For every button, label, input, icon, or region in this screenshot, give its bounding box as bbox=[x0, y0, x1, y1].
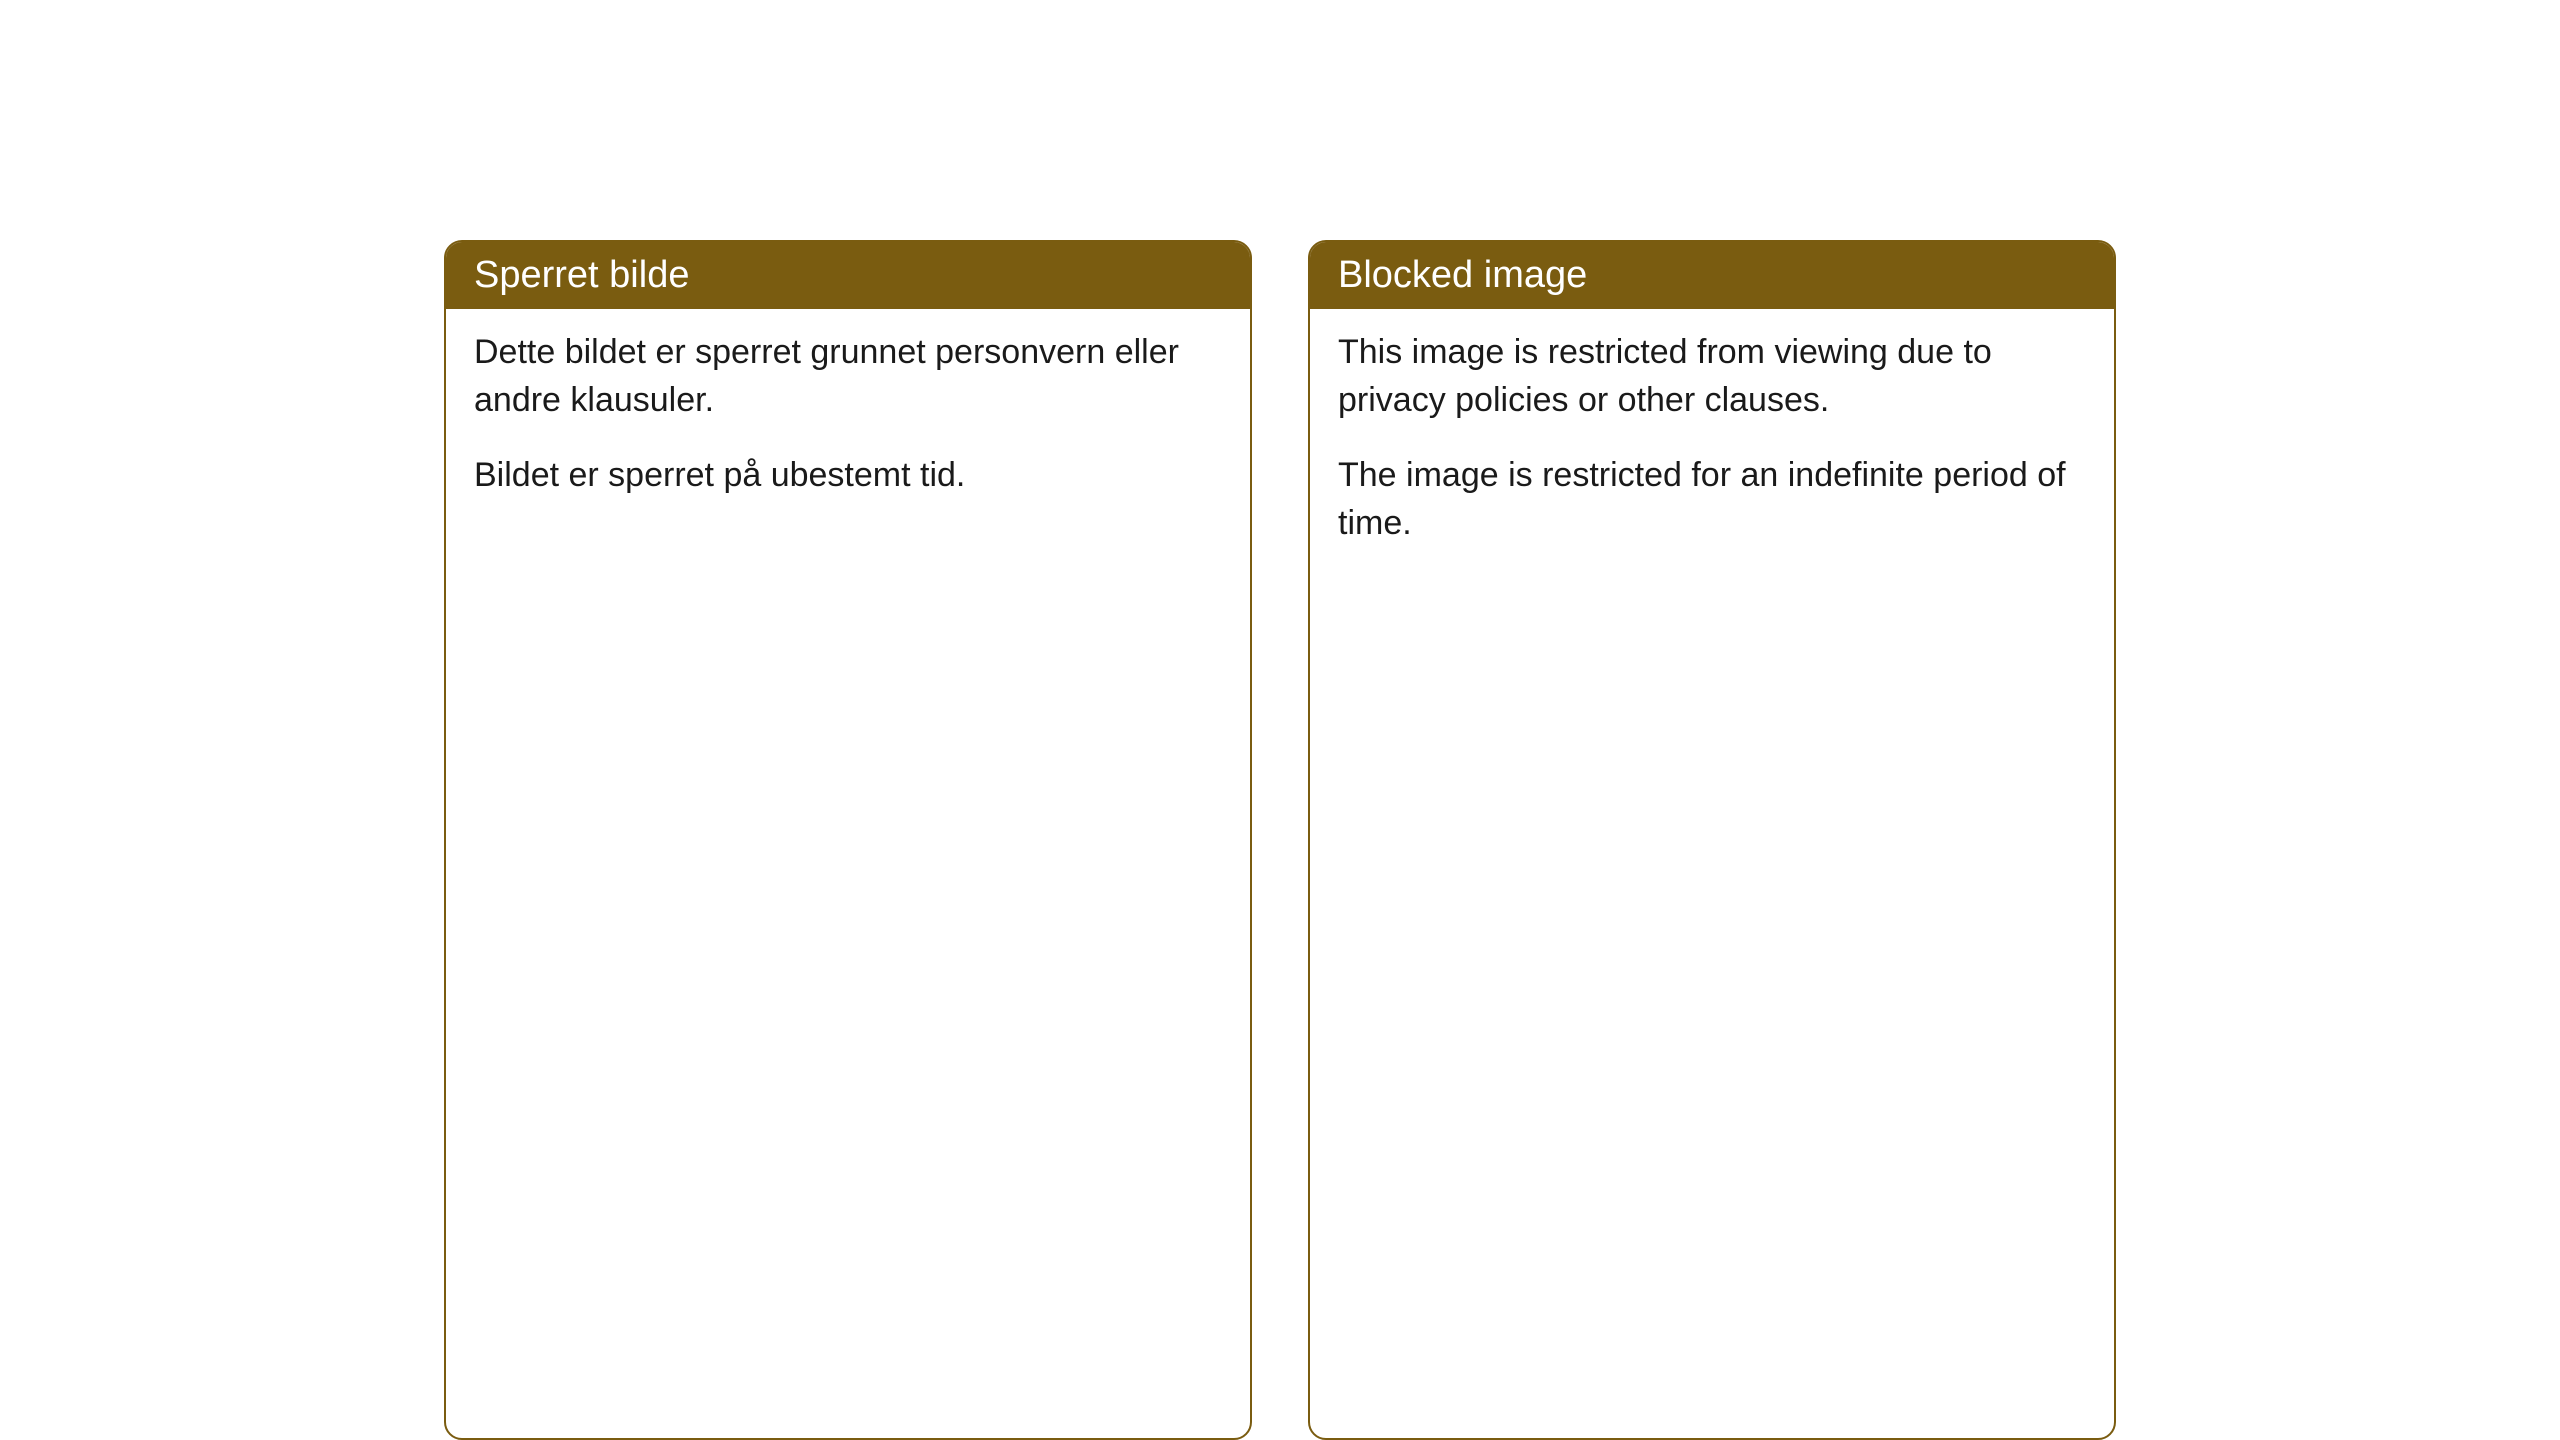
card-body-en: This image is restricted from viewing du… bbox=[1310, 309, 2114, 583]
card-title-en: Blocked image bbox=[1338, 254, 1587, 296]
notice-cards-container: Sperret bilde Dette bildet er sperret gr… bbox=[444, 240, 2116, 1440]
card-header-no: Sperret bilde bbox=[446, 242, 1250, 309]
blocked-image-card-no: Sperret bilde Dette bildet er sperret gr… bbox=[444, 240, 1252, 1440]
card-body-no: Dette bildet er sperret grunnet personve… bbox=[446, 309, 1250, 536]
card-title-no: Sperret bilde bbox=[474, 254, 689, 296]
card-paragraph1-en: This image is restricted from viewing du… bbox=[1338, 329, 2086, 424]
card-header-en: Blocked image bbox=[1310, 242, 2114, 309]
card-paragraph2-no: Bildet er sperret på ubestemt tid. bbox=[474, 452, 1222, 500]
blocked-image-card-en: Blocked image This image is restricted f… bbox=[1308, 240, 2116, 1440]
card-paragraph1-no: Dette bildet er sperret grunnet personve… bbox=[474, 329, 1222, 424]
card-paragraph2-en: The image is restricted for an indefinit… bbox=[1338, 452, 2086, 547]
